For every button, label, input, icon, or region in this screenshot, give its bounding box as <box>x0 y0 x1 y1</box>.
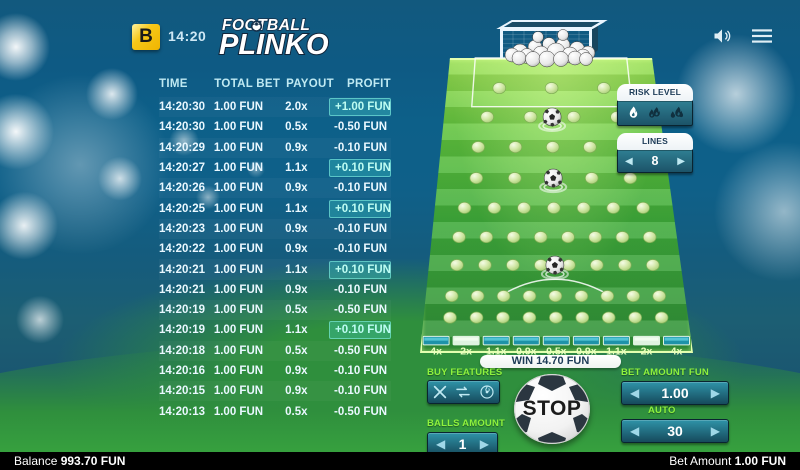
svg-text:4x: 4x <box>430 346 442 358</box>
svg-text:2x: 2x <box>641 346 653 358</box>
svg-text:4x: 4x <box>671 346 683 358</box>
svg-text:2x: 2x <box>460 346 472 358</box>
